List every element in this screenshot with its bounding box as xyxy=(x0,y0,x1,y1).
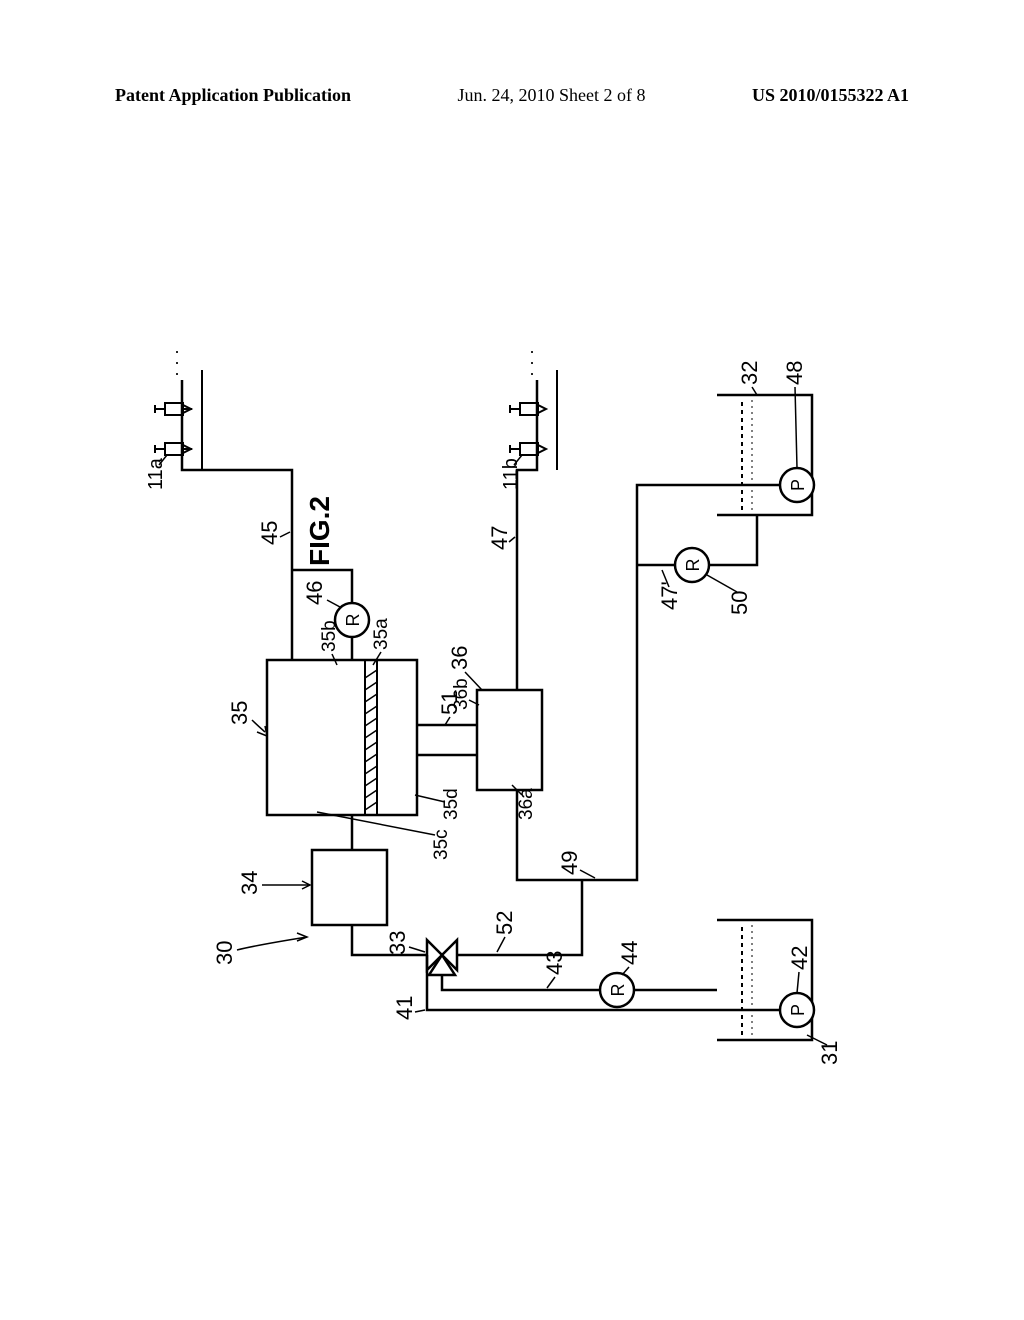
svg-text:P: P xyxy=(788,479,808,491)
svg-text:· · ·: · · · xyxy=(521,349,541,377)
label-50: 50 xyxy=(727,591,752,615)
label-34: 34 xyxy=(237,871,262,895)
svg-text:R: R xyxy=(343,614,363,627)
label-36: 36 xyxy=(447,646,472,670)
line-43 xyxy=(442,975,600,990)
pump-50: R xyxy=(675,548,709,582)
svg-text:· · ·: · · · xyxy=(166,349,186,377)
chamber-35 xyxy=(267,660,417,815)
injector-11a xyxy=(155,370,202,470)
label-48: 48 xyxy=(782,361,807,385)
label-32: 32 xyxy=(737,361,762,385)
label-33: 33 xyxy=(385,931,410,955)
svg-text:R: R xyxy=(683,559,703,572)
label-52: 52 xyxy=(492,911,517,935)
chamber-34 xyxy=(312,850,387,925)
line-45 xyxy=(182,380,292,660)
label-47prime: 47' xyxy=(657,581,682,610)
label-49: 49 xyxy=(557,851,582,875)
label-11a: 11a xyxy=(145,457,167,490)
label-35d: 35d xyxy=(441,788,462,820)
label-45: 45 xyxy=(257,521,282,545)
pump-46: R xyxy=(335,603,369,637)
line-52 xyxy=(457,880,582,955)
label-35: 35 xyxy=(227,701,252,725)
svg-text:P: P xyxy=(788,1004,808,1016)
label-11b: 11b xyxy=(500,458,522,490)
schematic-diagram: P P R R R xyxy=(0,0,1024,1320)
label-46: 46 xyxy=(302,581,327,605)
valve-33 xyxy=(427,940,457,975)
chamber-36 xyxy=(477,690,542,790)
label-41: 41 xyxy=(392,996,417,1020)
label-42: 42 xyxy=(787,946,812,970)
label-43: 43 xyxy=(542,951,567,975)
label-51: 51 xyxy=(437,691,462,715)
line-47 xyxy=(517,380,537,690)
label-35b: 35b xyxy=(319,620,340,652)
pump-42: P xyxy=(780,993,814,1027)
label-30: 30 xyxy=(212,941,237,965)
pump-44: R xyxy=(600,973,634,1007)
label-35c: 35c xyxy=(431,829,452,860)
pump-48: P xyxy=(780,468,814,502)
svg-text:R: R xyxy=(608,984,628,997)
label-31: 31 xyxy=(817,1041,842,1065)
label-47: 47 xyxy=(487,526,512,550)
pipe-51 xyxy=(417,725,477,755)
label-35a: 35a xyxy=(371,618,392,650)
label-44: 44 xyxy=(617,941,642,965)
injector-11b xyxy=(510,370,557,470)
